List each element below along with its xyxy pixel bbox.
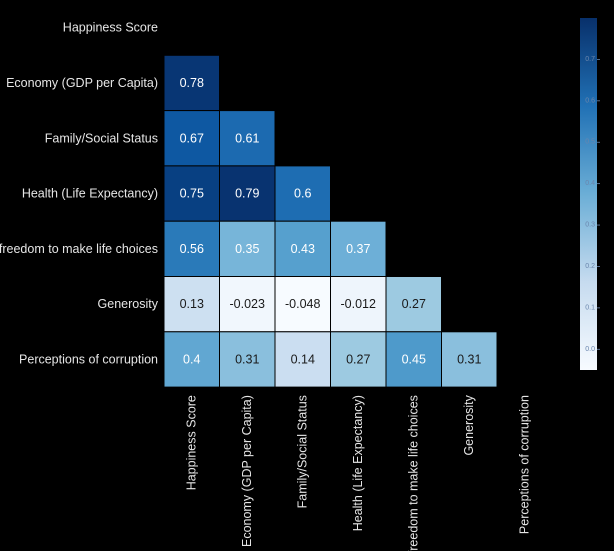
column-label: Generosity	[462, 394, 476, 455]
row-label: Generosity	[98, 297, 159, 311]
row-label: freedom to make life choices	[0, 242, 158, 256]
cell-value-label: 0.31	[457, 352, 481, 366]
row-labels: Happiness Score Economy (GDP per Capita) F…	[0, 21, 159, 367]
column-label: Perceptions of corruption	[518, 395, 532, 534]
heatmap-cell	[219, 110, 276, 167]
column-labels: Happiness Score Economy (GDP per Capita) F…	[185, 394, 532, 551]
heatmap-cell	[163, 54, 220, 112]
heatmap-cells: 0.78 0.67 0.61 0.75 0.79 0.6 0.56 0.35 0.43 0.37 0…	[163, 54, 498, 388]
cell-value-label: 0.43	[291, 242, 315, 256]
row-label: Economy (GDP per Capita)	[6, 76, 158, 90]
cell-value-label: -0.023	[230, 297, 265, 311]
cell-value-label: 0.14	[291, 352, 315, 366]
heatmap-cell	[163, 110, 220, 167]
row-label: Health (Life Expectancy)	[22, 187, 158, 201]
column-label: Happiness Score	[185, 395, 199, 490]
colorbar-ticks: 0.7 0.6 0.5 0.4 0.3 0.2 0.1 0.0	[585, 56, 600, 353]
column-label: Health (Life Expectancy)	[351, 395, 365, 531]
heatmap-cell	[163, 331, 220, 388]
column-label: freedom to make life choices	[407, 395, 421, 551]
cell-value-label: 0.13	[180, 297, 204, 311]
cell-value-label: -0.012	[341, 297, 376, 311]
colorbar-tick-label: 0.3	[585, 222, 595, 229]
cell-value-label: 0.6	[294, 187, 311, 201]
colorbar-tick-label: 0.5	[585, 139, 595, 146]
row-label: Happiness Score	[63, 21, 158, 35]
cell-value-label: 0.79	[235, 187, 259, 201]
cell-value-label: 0.45	[402, 352, 426, 366]
cell-value-label: 0.56	[180, 242, 204, 256]
cell-value-label: 0.61	[235, 131, 259, 145]
cell-value-label: 0.78	[180, 76, 204, 90]
colorbar-tick-label: 0.1	[585, 304, 595, 311]
column-label: Economy (GDP per Capita)	[240, 395, 254, 547]
heatmap-cell	[441, 331, 498, 388]
colorbar-gradient	[580, 18, 597, 370]
colorbar: 0.7 0.6 0.5 0.4 0.3 0.2 0.1 0.0	[580, 18, 600, 370]
cell-value-label: 0.27	[402, 297, 426, 311]
cell-value-label: -0.048	[285, 297, 320, 311]
colorbar-tick-label: 0.4	[585, 180, 595, 187]
cell-value-label: 0.35	[235, 242, 259, 256]
heatmap-cell	[330, 331, 387, 388]
cell-value-label: 0.4	[183, 352, 200, 366]
heatmap-cell	[219, 220, 276, 277]
heatmap-cell	[219, 331, 276, 388]
cell-value-label: 0.37	[346, 242, 370, 256]
heatmap-cell	[274, 165, 331, 222]
cell-value-label: 0.27	[346, 352, 370, 366]
heatmap-cell	[330, 276, 387, 333]
row-label: Perceptions of corruption	[19, 352, 158, 366]
heatmap-cell	[385, 331, 442, 388]
column-label: Family/Social Status	[296, 395, 310, 508]
colorbar-tick-label: 0.7	[585, 56, 595, 63]
cell-value-label: 0.75	[180, 187, 204, 201]
colorbar-tick-label: 0.2	[585, 263, 595, 270]
row-label: Family/Social Status	[45, 131, 158, 145]
cell-value-label: 0.67	[180, 131, 204, 145]
heatmap-cell	[274, 331, 331, 388]
colorbar-tick-label: 0.6	[585, 97, 595, 104]
cell-value-label: 0.31	[235, 352, 259, 366]
heatmap-cell	[330, 220, 387, 277]
colorbar-tick-label: 0.0	[585, 346, 595, 353]
heatmap-cell	[219, 276, 276, 333]
